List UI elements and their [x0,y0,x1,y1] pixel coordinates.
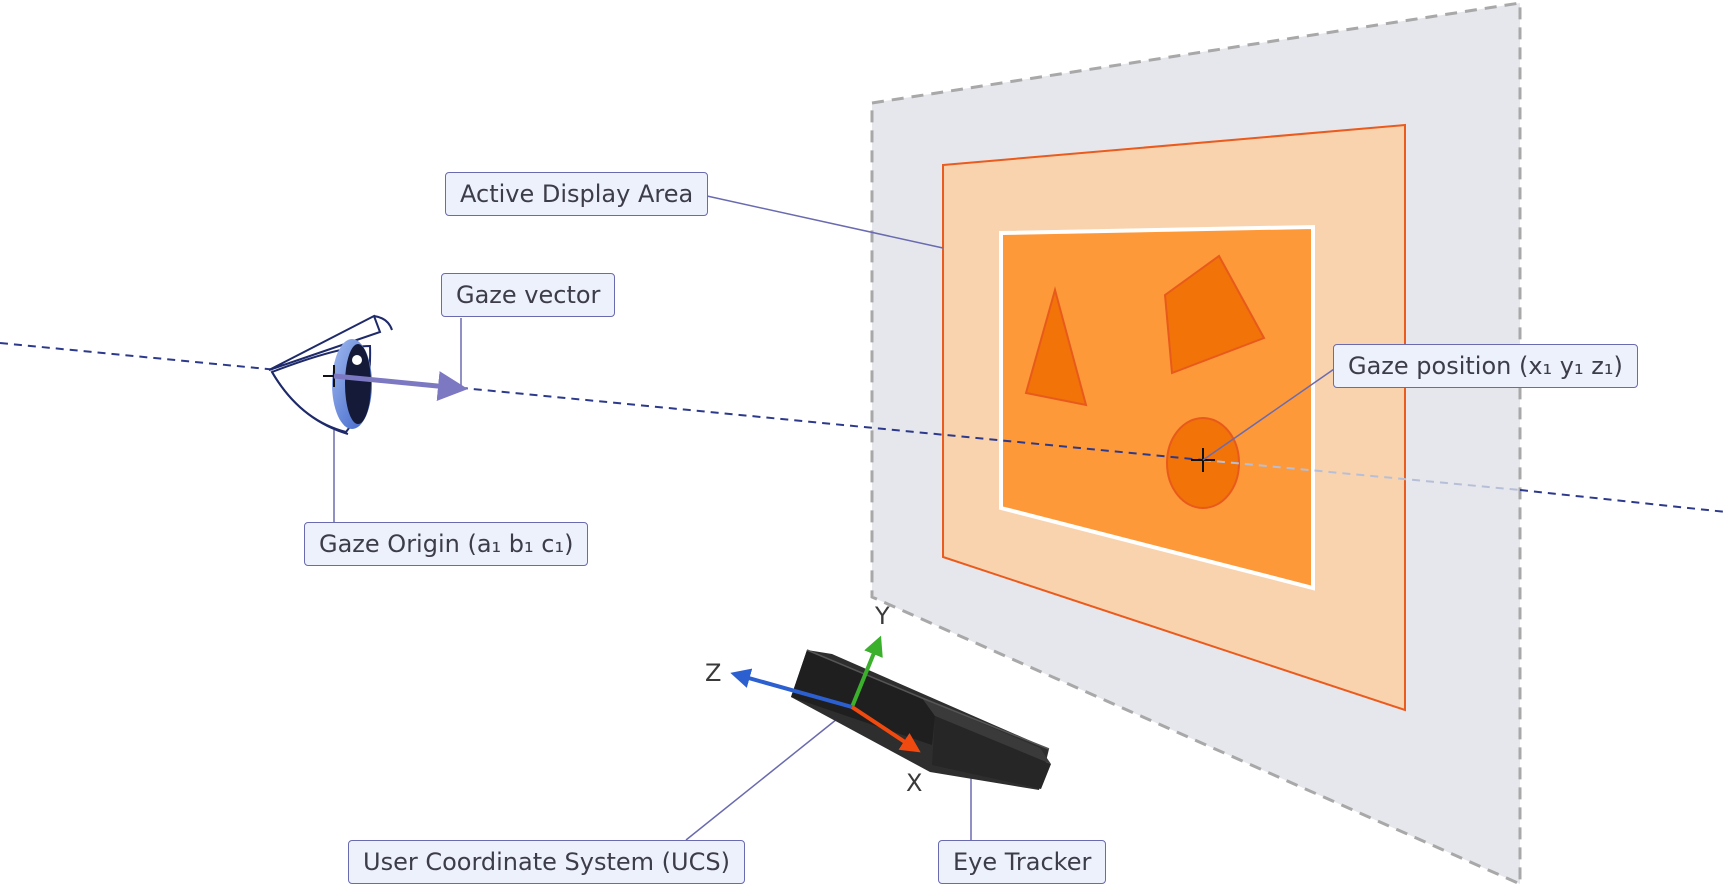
active-display-area-label: Active Display Area [445,172,709,216]
axis-x-label: X [906,769,923,797]
eye-tracker-device [791,649,1051,790]
axis-z-label: Z [705,659,722,687]
axis-z-arrow [730,668,853,709]
ucs-leader [685,706,853,841]
axis-x-arrow [850,705,921,753]
gaze-line-front [0,342,1204,461]
quadrilateral-shape [1163,254,1266,375]
axis-y-arrow [850,635,883,708]
user-coordinate-system-label: User Coordinate System (UCS) [348,840,745,884]
gaze-position-leader [1202,366,1338,461]
gaze-line-beyond [1519,489,1726,513]
eye-icon [268,314,393,435]
gaze-position-label: Gaze position (x₁ y₁ z₁) [1333,344,1638,388]
active-display-area-leader [706,195,944,249]
gaze-vector-arrow [333,371,468,402]
gaze-origin-label: Gaze Origin (a₁ b₁ c₁) [304,522,589,566]
axis-y-label: Y [875,602,890,630]
gaze-vector-label: Gaze vector [441,273,616,317]
triangle-shape [1024,286,1088,407]
eye-tracker-label: Eye Tracker [938,840,1107,884]
gaze-line-behind-screen [1202,459,1521,491]
